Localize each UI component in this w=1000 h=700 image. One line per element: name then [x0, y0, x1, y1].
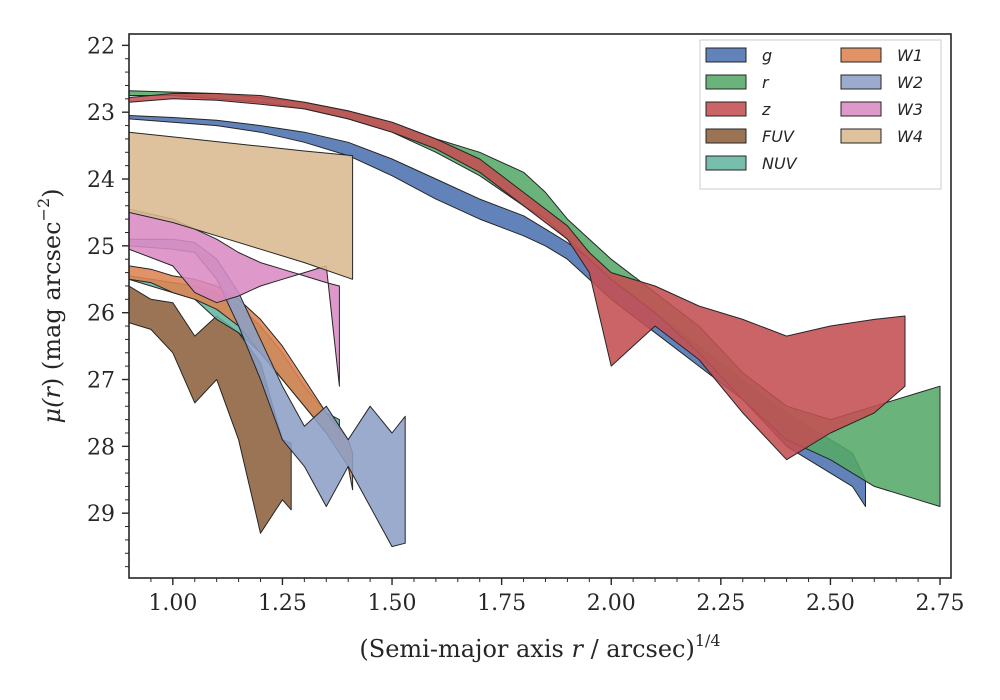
y-tick-label: 22	[87, 34, 115, 59]
x-tick-label: 1.75	[477, 591, 526, 616]
legend-swatch-w2	[840, 74, 882, 90]
x-axis-ticks: 1.00 1.25 1.50 1.75 2.00 2.25 2.50 2.75	[148, 578, 965, 616]
band-r	[129, 90, 941, 507]
y-tick-label: 27	[87, 369, 115, 394]
y-axis-ticks: 22 23 24 25 26 27 28 29	[87, 34, 129, 568]
band-g	[129, 115, 866, 507]
y-tick-label: 25	[87, 235, 115, 260]
legend-swatch-w1	[840, 47, 882, 63]
band-w4	[129, 131, 354, 280]
legend-swatch-w3	[840, 101, 882, 117]
legend-label-z: z	[761, 100, 771, 119]
legend-swatch-w4	[840, 128, 882, 144]
legend-swatch-r	[705, 74, 747, 90]
legend-label-fuv: FUV	[762, 127, 795, 146]
legend-label-w3: W3	[897, 100, 923, 119]
y-tick-label: 23	[87, 101, 115, 126]
x-axis-title: (Semi-major axis r / arcsec)1/4	[359, 631, 720, 663]
x-tick-label: 2.25	[696, 591, 745, 616]
band-z	[129, 93, 906, 461]
legend: grz FUV NUV W1 W2 W3 W4	[699, 39, 942, 190]
legend-swatch-fuv	[705, 128, 747, 144]
legend-swatch-z	[705, 101, 747, 117]
y-tick-label: 26	[87, 302, 115, 327]
y-tick-label: 28	[87, 435, 115, 460]
x-tick-label: 2.50	[806, 591, 855, 616]
x-tick-label: 2.75	[916, 591, 965, 616]
legend-label-r: r	[762, 73, 770, 92]
y-axis-title: μ(r) (mag arcsec−2)	[34, 188, 66, 423]
x-tick-label: 1.25	[258, 591, 307, 616]
legend-swatch-nuv	[705, 155, 747, 171]
legend-label-w2: W2	[897, 73, 923, 92]
legend-label-w4: W4	[897, 127, 923, 146]
legend-label-nuv: NUV	[762, 154, 798, 173]
x-tick-label: 2.00	[587, 591, 636, 616]
band-w3	[129, 208, 340, 387]
y-tick-label: 24	[87, 168, 115, 193]
legend-swatch-g	[705, 47, 747, 63]
band-fuv	[129, 285, 292, 534]
profile-bands	[129, 90, 941, 548]
x-tick-label: 1.50	[368, 591, 417, 616]
x-tick-label: 1.00	[148, 591, 197, 616]
y-tick-label: 29	[87, 502, 115, 527]
plot-frame	[128, 33, 952, 579]
legend-label-w1: W1	[897, 46, 923, 65]
legend-label-g: g	[762, 46, 772, 65]
